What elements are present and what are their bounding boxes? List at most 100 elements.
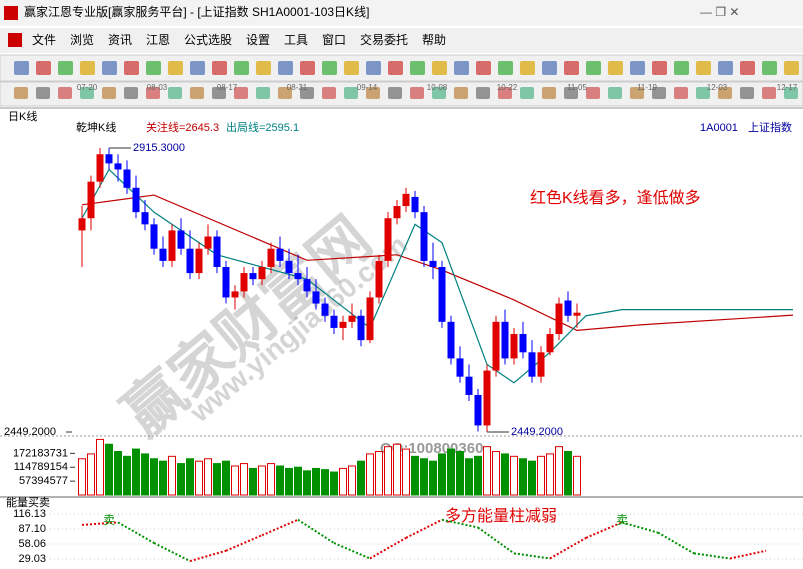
toolbar-button[interactable] <box>14 61 29 75</box>
toolbar-button[interactable] <box>14 87 28 99</box>
toolbar-button[interactable] <box>696 87 710 99</box>
toolbar-button[interactable] <box>124 87 138 99</box>
toolbar-button[interactable] <box>124 61 139 75</box>
toolbar-button[interactable] <box>454 61 469 75</box>
toolbar-button[interactable] <box>212 87 226 99</box>
toolbar-button[interactable] <box>542 87 556 99</box>
candle-body <box>195 248 203 274</box>
menu-icon <box>8 33 22 47</box>
toolbar-button[interactable] <box>564 87 578 99</box>
toolbar-button[interactable] <box>388 61 403 75</box>
toolbar-button[interactable] <box>520 61 535 75</box>
menu-item[interactable]: 帮助 <box>422 33 446 47</box>
menu-item[interactable]: 设置 <box>246 33 270 47</box>
toolbar-button[interactable] <box>190 61 205 75</box>
toolbar-button[interactable] <box>366 87 380 99</box>
toolbar-button[interactable] <box>608 87 622 99</box>
menu-item[interactable]: 交易委托 <box>360 32 408 47</box>
toolbar-button[interactable] <box>36 61 51 75</box>
menu-item[interactable]: 公式选股 <box>184 33 232 47</box>
toolbar-button[interactable] <box>410 87 424 99</box>
toolbar-button[interactable] <box>102 61 117 75</box>
toolbar-button[interactable] <box>80 87 94 99</box>
candle-body <box>366 297 374 341</box>
toolbar-button[interactable] <box>190 87 204 99</box>
toolbar-button[interactable] <box>608 61 623 75</box>
toolbar-button[interactable] <box>234 61 249 75</box>
toolbar-button[interactable] <box>300 61 315 75</box>
energy-segment <box>585 521 623 539</box>
toolbar-button[interactable] <box>652 87 666 99</box>
candle-body <box>528 352 536 377</box>
menu-item[interactable]: 浏览 <box>70 32 94 47</box>
candle-body <box>132 187 140 213</box>
toolbar-button[interactable] <box>784 87 798 99</box>
toolbar-button[interactable] <box>410 61 425 75</box>
toolbar-button[interactable] <box>674 61 689 75</box>
menu-item[interactable]: 文件 <box>32 32 56 47</box>
toolbar-button[interactable] <box>256 61 271 75</box>
toolbar-button[interactable] <box>58 87 72 99</box>
toolbar-button[interactable] <box>674 87 688 99</box>
toolbar-button[interactable] <box>454 87 468 99</box>
toolbar-button[interactable] <box>366 61 381 75</box>
toolbar-button[interactable] <box>652 61 667 75</box>
toolbar-button[interactable] <box>432 87 446 99</box>
toolbar-button[interactable] <box>58 61 73 75</box>
toolbar-button[interactable] <box>564 61 579 75</box>
toolbar-button[interactable] <box>388 87 402 99</box>
toolbar-button[interactable] <box>278 87 292 99</box>
energy-segment <box>225 534 263 552</box>
menu-item[interactable]: 江恩 <box>146 33 170 47</box>
volume-bar <box>555 446 563 496</box>
menu-bar <box>0 28 803 53</box>
menu-item[interactable]: 窗口 <box>322 33 346 47</box>
toolbar-button[interactable] <box>212 61 227 75</box>
volume-bar <box>375 451 383 496</box>
candle-body <box>249 273 257 280</box>
toolbar-button[interactable] <box>344 87 358 99</box>
note: 多方能量柱减弱 <box>445 507 557 525</box>
toolbar-button[interactable] <box>80 61 95 75</box>
exit-line-label: 出局线=2595.1 <box>226 120 299 134</box>
toolbar-button[interactable] <box>740 87 754 99</box>
toolbar-button[interactable] <box>432 61 447 75</box>
toolbar-button[interactable] <box>498 87 512 99</box>
toolbar-button[interactable] <box>740 61 755 75</box>
toolbar-button[interactable] <box>630 61 645 75</box>
toolbar-button[interactable] <box>542 61 557 75</box>
toolbar-button[interactable] <box>630 87 644 99</box>
toolbar-button[interactable] <box>718 61 733 75</box>
date-label: 09-14 <box>357 83 378 92</box>
toolbar-button[interactable] <box>784 61 799 75</box>
toolbar-button[interactable] <box>586 87 600 99</box>
toolbar-button[interactable] <box>234 87 248 99</box>
toolbar-button[interactable] <box>168 61 183 75</box>
toolbar-button[interactable] <box>300 87 314 99</box>
toolbar-button[interactable] <box>146 61 161 75</box>
toolbar-button[interactable] <box>762 61 777 75</box>
toolbar-button[interactable] <box>102 87 116 99</box>
toolbar-button[interactable] <box>168 87 182 99</box>
window-controls[interactable]: — ❐ ✕ <box>700 5 739 19</box>
menu-item[interactable]: 资讯 <box>108 33 132 47</box>
menu-item[interactable]: 工具 <box>284 33 308 47</box>
toolbar-button[interactable] <box>762 87 776 99</box>
toolbar-button[interactable] <box>476 87 490 99</box>
toolbar-button[interactable] <box>36 87 50 99</box>
toolbar-button[interactable] <box>322 61 337 75</box>
toolbar-button[interactable] <box>586 61 601 75</box>
candle-body <box>258 266 266 280</box>
toolbar-button[interactable] <box>718 87 732 99</box>
toolbar-button[interactable] <box>696 61 711 75</box>
candle-body <box>492 321 500 371</box>
toolbar-button[interactable] <box>520 87 534 99</box>
toolbar-button[interactable] <box>146 87 160 99</box>
toolbar-button[interactable] <box>498 61 513 75</box>
toolbar-button[interactable] <box>278 61 293 75</box>
toolbar-button[interactable] <box>256 87 270 99</box>
toolbar-button[interactable] <box>322 87 336 99</box>
toolbar-button[interactable] <box>476 61 491 75</box>
toolbar-button[interactable] <box>344 61 359 75</box>
